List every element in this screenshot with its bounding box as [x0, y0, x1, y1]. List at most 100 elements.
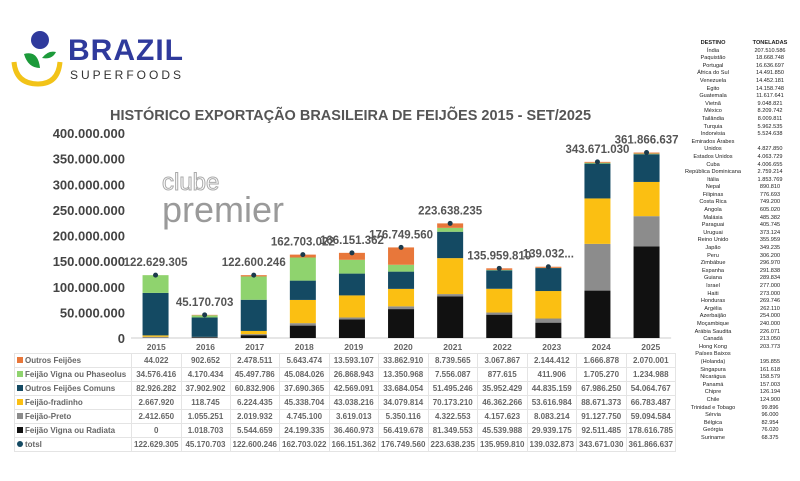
- dest-row: Honduras 269.746: [684, 298, 798, 306]
- dest-row: Haiti 273.000: [684, 291, 798, 299]
- dest-country: Índia: [706, 47, 720, 54]
- dest-tonnes: 207.510.586: [754, 47, 786, 54]
- table-cell: 45.338.704: [279, 395, 330, 410]
- dest-tonnes: 262.110: [760, 305, 780, 312]
- table-cell: 67.986.250: [576, 381, 627, 396]
- total-marker: [349, 250, 355, 256]
- dest-country: Haiti: [707, 290, 719, 297]
- table-cell: 5.350.116: [378, 409, 429, 424]
- table-cell: 1.018.703: [180, 423, 231, 438]
- total-data-label: 176.749.560: [369, 229, 433, 241]
- dest-row: Emirados Árabes Unidos 4.827.850: [684, 139, 798, 154]
- dest-row: Argélia 262.110: [684, 306, 798, 314]
- legend-entry: Feijão Vigna ou Phaseolus: [14, 367, 132, 382]
- dest-country: Indonésia: [700, 131, 726, 138]
- table-cell: 162.703.022: [279, 437, 330, 452]
- bar-segment-feijão-fradinho: [338, 295, 365, 318]
- table-cell: 7.556.087: [427, 367, 478, 382]
- total-data-label: 223.638.235: [418, 205, 483, 217]
- bar-segment-feijão-preto: [388, 306, 415, 310]
- bar-segment-feijão-vigna-ou-radiata: [388, 309, 415, 338]
- legend-swatch-icon: [17, 371, 23, 377]
- table-cell: 34.576.416: [131, 367, 182, 382]
- logo-brand: BRAZIL: [68, 34, 184, 67]
- dest-tonnes: 2.759.214: [757, 169, 783, 176]
- dest-country: Chile: [706, 396, 720, 403]
- table-cell: 42.569.091: [328, 381, 379, 396]
- table-cell: 37.902.902: [180, 381, 231, 396]
- dest-country: Suriname: [701, 434, 725, 441]
- bar-segment-feijão-preto: [338, 317, 365, 320]
- dest-tonnes: 240.000: [759, 320, 781, 327]
- dest-country: Zimbábue: [700, 260, 726, 267]
- x-tick-label: 2019: [344, 341, 364, 352]
- table-cell: 45.497.786: [229, 367, 280, 382]
- bar-segment-feijão-preto: [240, 334, 267, 336]
- table-row: Outros Feijões Comuns 82.926.282 37.902.90…: [14, 381, 676, 396]
- dest-row: Costa Rica 749.200: [684, 199, 798, 207]
- table-cell: 35.952.429: [477, 381, 528, 396]
- total-data-label: 122.629.305: [124, 257, 189, 269]
- dest-country: Panamá: [702, 381, 724, 388]
- dest-row: Israel 277.000: [684, 283, 798, 291]
- dest-row: Reino Unido 355.959: [684, 237, 798, 245]
- table-cell: 361.866.637: [625, 437, 676, 452]
- table-cell: 122.600.246: [229, 437, 280, 452]
- bar-segment-feijão-vigna-ou-radiata: [338, 319, 365, 338]
- total-marker: [496, 265, 502, 271]
- dest-country: Venezuela: [699, 77, 727, 84]
- legend-entry: Feijão-fradinho: [14, 395, 132, 410]
- table-cell: 13.593.107: [328, 353, 379, 368]
- dest-row: Azerbaijão 254.000: [684, 313, 798, 321]
- table-cell: 60.832.906: [229, 381, 280, 396]
- dest-tonnes: 82.954: [761, 419, 779, 426]
- table-cell: 13.350.968: [378, 367, 429, 382]
- table-cell: 24.199.335: [279, 423, 330, 438]
- dest-country: Estados Unidos: [693, 153, 733, 160]
- dest-tonnes: 5.524.638: [757, 131, 783, 138]
- table-cell: 1.705.270: [576, 367, 627, 382]
- bar-segment-feijão-fradinho: [633, 181, 660, 217]
- table-cell: 36.460.973: [328, 423, 379, 438]
- y-tick-label: 100.000.000: [53, 280, 125, 295]
- legend-label: Feijão-fradinho: [25, 398, 83, 407]
- table-cell: 118.745: [180, 395, 231, 410]
- dest-header: DESTINO TONELADAS: [684, 40, 798, 48]
- table-cell: 26.868.943: [328, 367, 379, 382]
- table-cell: 5.643.474: [279, 353, 330, 368]
- total-data-label: 45.170.703: [176, 297, 234, 309]
- dest-country: Costa Rica: [699, 199, 727, 206]
- total-marker: [251, 272, 257, 278]
- table-cell: 43.038.216: [328, 395, 379, 410]
- bar-segment-feijão-vigna-ou-phaseolus: [142, 275, 169, 293]
- dest-country: Turquia: [703, 123, 723, 130]
- bar-segment-outros-feijões: [388, 247, 415, 265]
- dest-tonnes: 1.853.769: [757, 176, 783, 183]
- dest-country: Peru: [707, 252, 719, 259]
- dest-tonnes: 273.000: [759, 290, 781, 297]
- bar-segment-feijão-fradinho: [437, 258, 464, 295]
- dest-tonnes: 157.003: [759, 381, 781, 388]
- dest-row: Guiana 289.834: [684, 275, 798, 283]
- dest-country: Geórgia: [703, 427, 723, 434]
- legend-swatch-icon: [17, 385, 23, 391]
- legend-entry: Outros Feijões Comuns: [14, 381, 132, 396]
- bar-segment-feijão-vigna-ou-radiata: [535, 322, 562, 338]
- bar-segment-feijão-vigna-ou-phaseolus: [338, 259, 365, 274]
- table-cell: 33.862.910: [378, 353, 429, 368]
- bar-segment-feijão-preto: [633, 216, 660, 247]
- table-cell: 53.616.984: [526, 395, 577, 410]
- bar-segment-feijão-fradinho: [486, 288, 513, 313]
- bar-segment-outros-feijões-comuns: [289, 280, 316, 300]
- bar-segment-feijão-vigna-ou-radiata: [437, 296, 464, 338]
- table-cell: 1.234.988: [625, 367, 676, 382]
- dest-tonnes: 203.773: [759, 343, 781, 350]
- dest-country: Argélia: [704, 305, 722, 312]
- dest-tonnes: 9.048.821: [757, 100, 783, 107]
- bar-segment-feijão-preto: [437, 294, 464, 297]
- dest-row: Chile 124.900: [684, 397, 798, 405]
- table-cell: 3.067.867: [477, 353, 528, 368]
- dest-row: Cuba 4.006.655: [684, 162, 798, 170]
- dest-col-header: TONELADAS: [752, 40, 788, 46]
- dest-row: Panamá 157.003: [684, 382, 798, 390]
